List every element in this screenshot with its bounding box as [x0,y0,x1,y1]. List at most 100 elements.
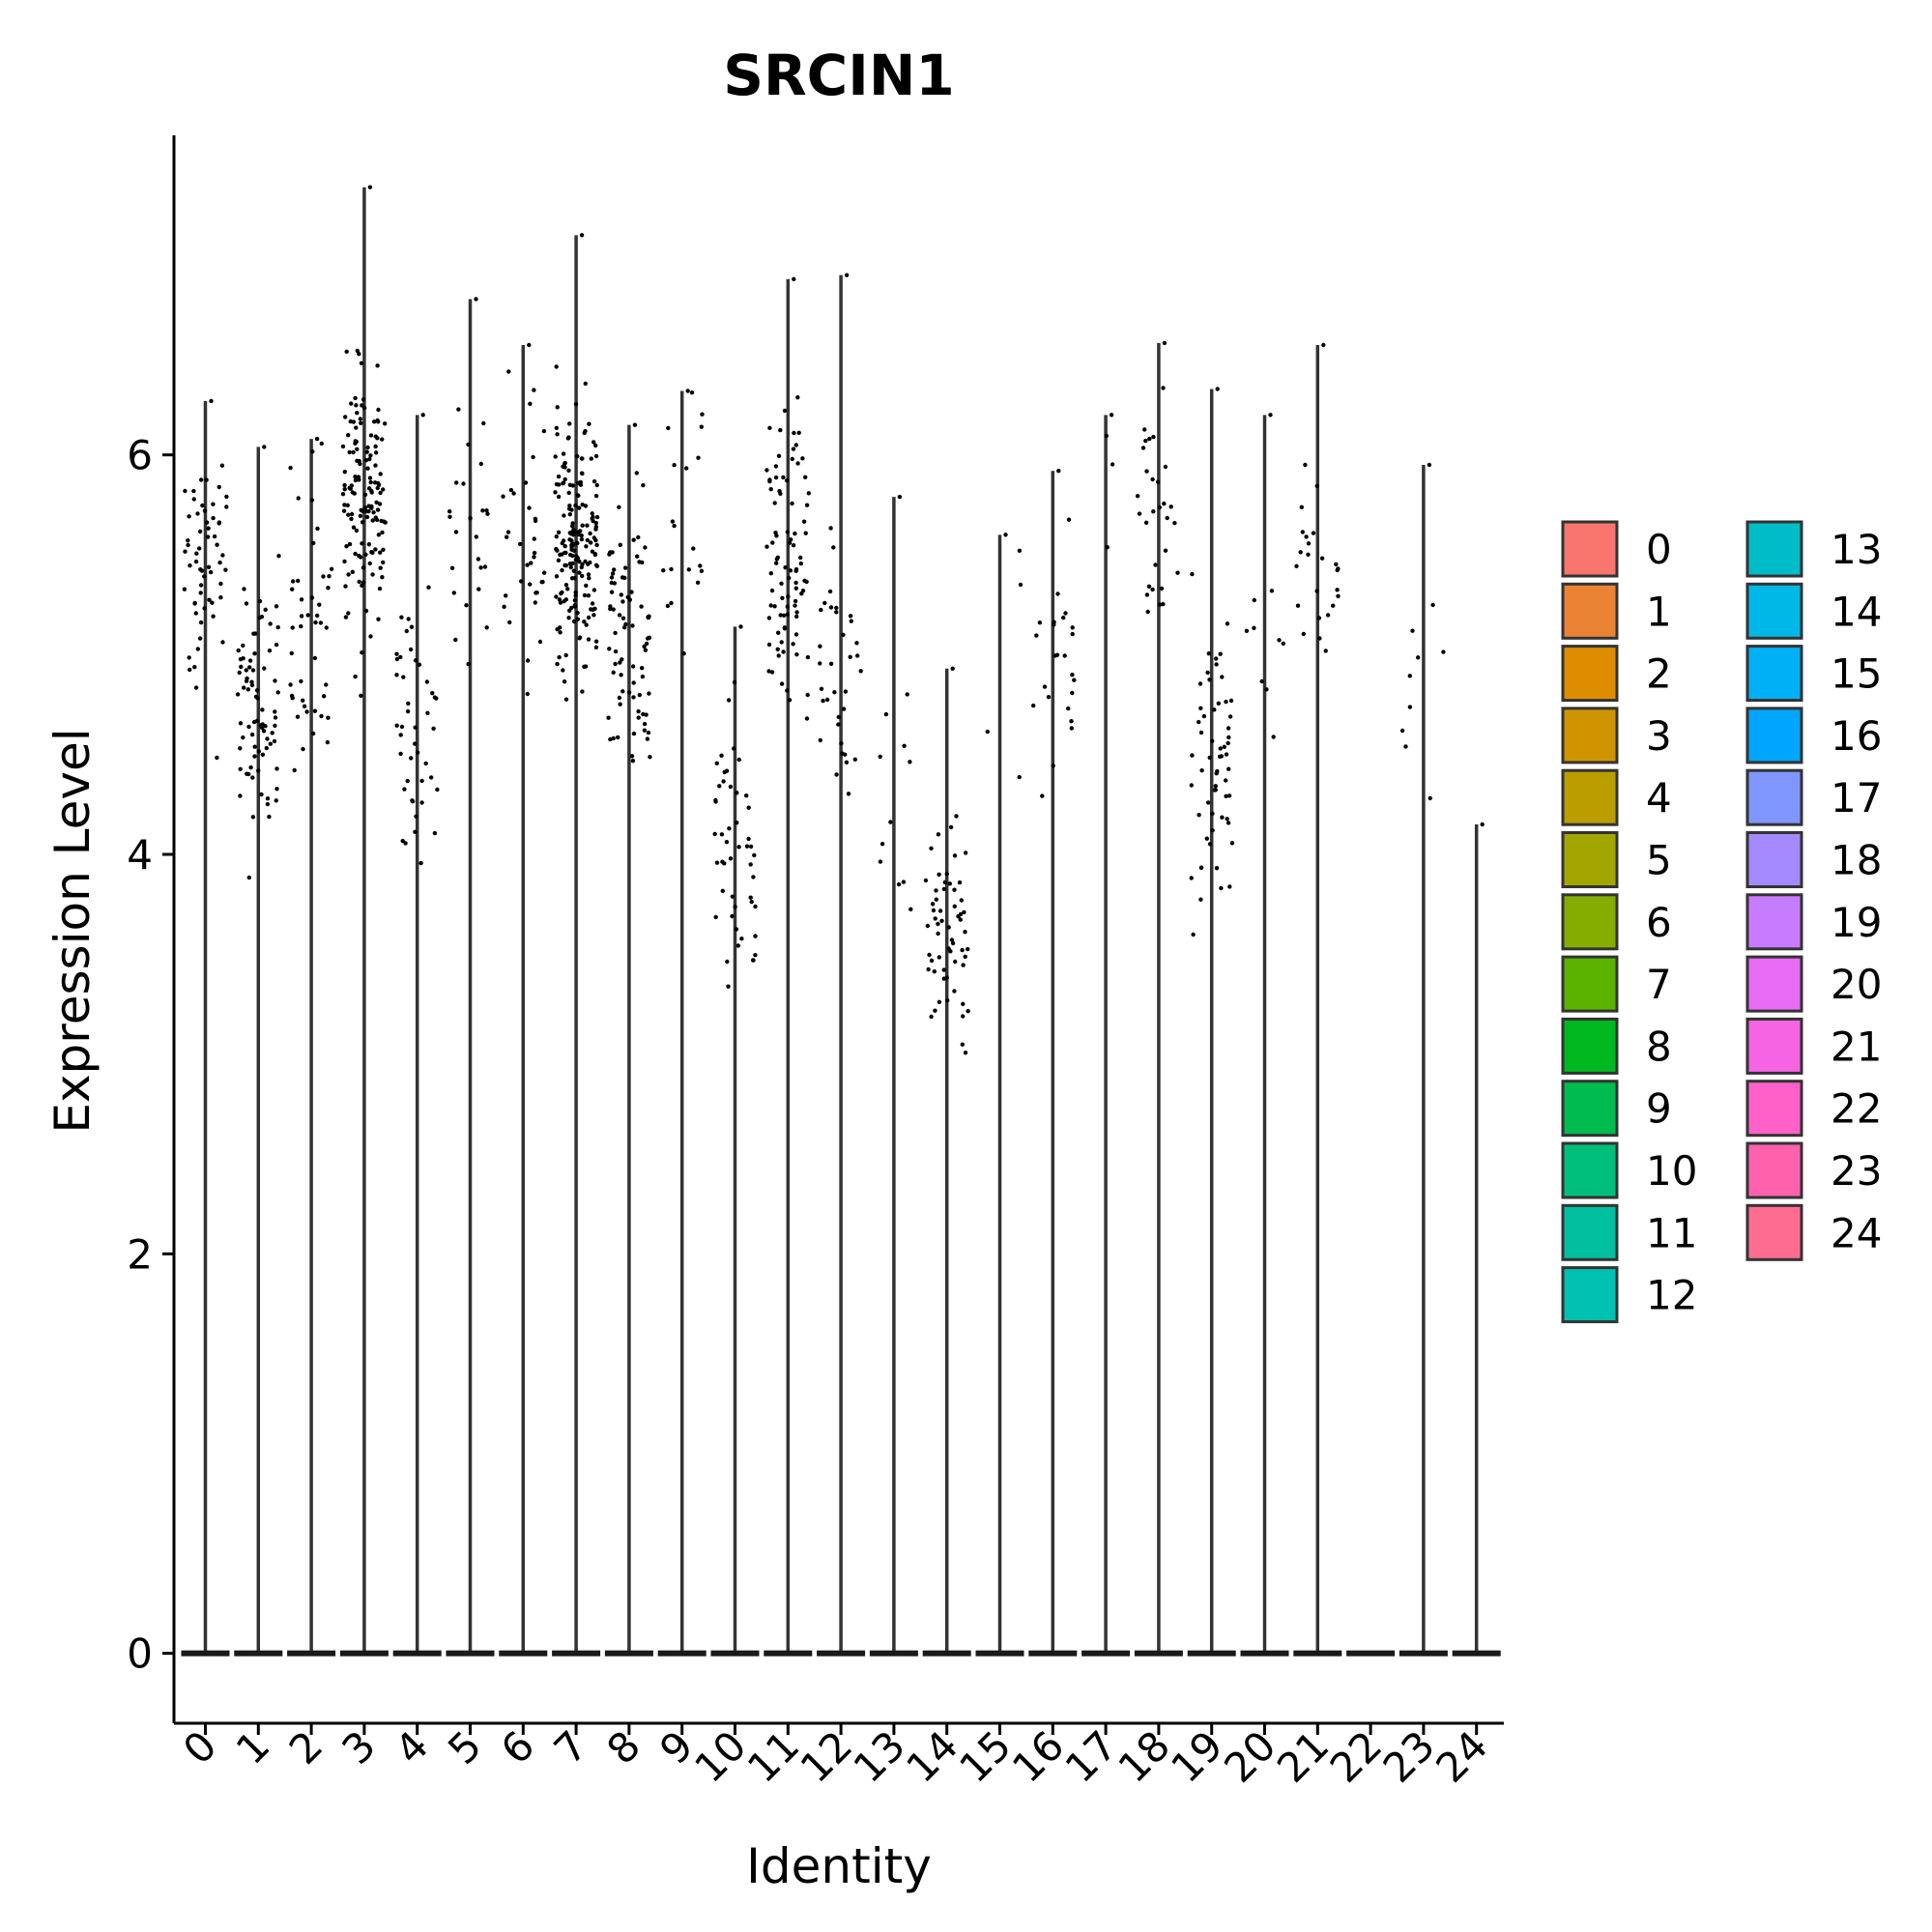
data-point-7 [583,504,589,508]
data-point-8 [627,597,632,602]
data-point-5 [474,534,478,539]
data-point-14 [925,923,930,929]
data-point-0 [192,665,197,670]
data-point-21 [1336,566,1341,571]
data-point-7 [590,511,594,516]
data-point-0 [187,514,191,519]
data-point-5 [461,481,466,486]
legend-item-17: 17 [1745,768,1882,826]
data-point-7 [563,597,568,602]
violin-9 [657,389,706,1657]
data-point-11 [778,613,783,618]
data-point-23 [1403,744,1408,749]
data-point-2 [326,715,331,720]
data-point-9 [669,600,674,606]
data-point-9 [681,651,686,656]
data-point-16 [1069,726,1075,731]
data-point-6 [531,454,535,460]
data-point-0 [212,533,217,539]
data-point-18 [1143,520,1149,525]
data-point-19 [1204,836,1210,841]
data-point-11 [782,625,788,630]
data-point-19 [1205,670,1210,676]
data-point-16 [1051,764,1055,768]
data-point-1 [239,664,244,670]
data-point-8 [611,735,616,741]
data-point-3 [346,611,351,616]
data-point-8 [618,542,622,547]
data-point-11 [805,654,811,660]
data-point-8 [609,590,615,594]
data-point-7 [569,545,574,550]
legend-label-16: 16 [1831,712,1882,760]
data-point-8 [611,607,616,612]
data-point-14 [936,921,940,927]
data-point-12 [822,600,827,606]
data-point-7 [580,562,585,567]
data-point-0 [224,494,229,500]
data-point-18 [1150,587,1155,592]
data-point-16 [1046,695,1052,700]
data-point-8 [609,575,615,580]
x-tick-label-1: 1 [227,1721,279,1773]
data-point-3 [377,586,383,591]
data-point-17 [1104,433,1110,439]
data-point-11 [791,447,796,451]
data-point-3 [351,449,356,455]
data-point-3 [369,488,374,494]
data-point-4 [405,778,410,784]
data-point-7 [562,544,567,549]
data-point-4 [432,695,438,700]
data-point-1 [265,801,271,807]
data-point-1 [236,648,241,653]
data-point-3 [381,547,386,552]
data-point-7 [562,679,567,684]
data-point-21 [1303,462,1308,468]
data-point-7 [566,435,571,440]
data-point-3 [342,503,347,507]
data-point-3 [342,559,347,564]
data-point-5 [468,516,473,521]
data-point-1 [274,642,279,648]
data-point-10 [739,937,744,941]
data-point-14 [923,878,929,883]
data-point-12 [819,607,823,613]
legend-label-21: 21 [1831,1023,1882,1070]
data-point-3 [353,477,359,483]
data-point-16 [1070,690,1075,696]
legend-swatch-18 [1745,831,1803,888]
data-point-2 [314,436,320,442]
data-point-7 [587,576,591,581]
data-point-5 [478,565,483,570]
data-point-11 [785,688,790,693]
data-point-7 [591,478,597,484]
data-point-2 [319,713,324,719]
legend-label-8: 8 [1646,1023,1672,1070]
data-point-3 [360,520,365,525]
legend-item-10: 10 [1561,1141,1697,1199]
data-point-18 [1175,570,1180,575]
data-point-7 [577,505,582,510]
violin-base-5 [446,1650,495,1657]
data-point-3 [366,508,371,514]
data-point-19 [1212,788,1218,793]
data-point-7 [586,615,591,620]
data-point-21 [1325,613,1331,618]
data-point-5 [476,557,481,562]
data-point-11 [776,630,781,635]
data-point-19 [1227,714,1233,719]
data-point-12 [828,605,834,610]
data-point-0 [198,583,204,588]
data-point-5 [478,461,483,467]
data-point-8 [640,560,645,565]
data-point-7 [577,636,582,641]
data-point-19 [1189,876,1194,880]
data-point-20 [1252,625,1256,630]
data-point-3 [341,508,347,513]
legend-label-12: 12 [1646,1272,1697,1319]
data-point-12 [828,526,833,531]
data-point-7 [566,490,571,496]
data-point-1 [245,687,250,692]
data-point-19 [1219,885,1224,891]
data-point-0 [191,497,196,502]
